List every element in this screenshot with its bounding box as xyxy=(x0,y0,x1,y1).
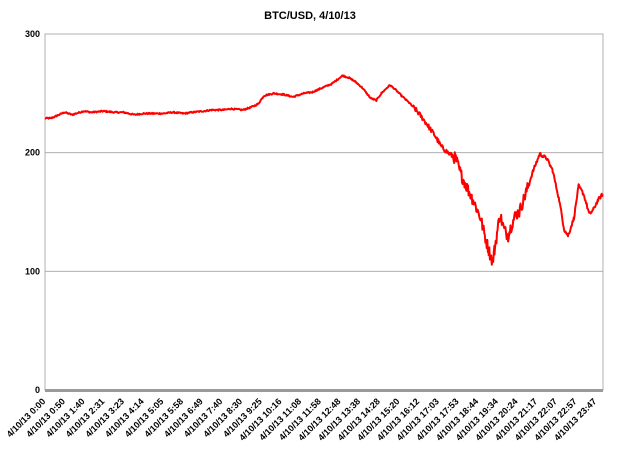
data-point-18 xyxy=(211,109,213,111)
data-point-59 xyxy=(503,229,505,231)
data-point-15 xyxy=(183,113,185,115)
data-point-25 xyxy=(273,92,275,94)
data-point-53 xyxy=(480,217,482,219)
y-tick-label-100: 100 xyxy=(25,266,40,276)
data-point-12 xyxy=(153,113,155,115)
data-point-31 xyxy=(331,83,333,85)
data-point-21 xyxy=(242,109,244,111)
chart-title: BTC/USD, 4/10/13 xyxy=(264,10,356,22)
data-point-63 xyxy=(518,211,520,213)
data-point-56 xyxy=(492,261,494,263)
data-point-16 xyxy=(191,111,193,113)
data-point-19 xyxy=(222,109,224,111)
data-point-23 xyxy=(257,103,259,105)
data-point-39 xyxy=(389,84,391,86)
y-axis: 0 100 200 300 xyxy=(25,29,40,395)
data-point-38 xyxy=(380,92,382,94)
data-point-57 xyxy=(494,249,496,251)
data-point-55 xyxy=(488,249,490,251)
data-point-1 xyxy=(50,117,52,119)
data-point-9 xyxy=(123,111,125,113)
data-point-30 xyxy=(322,86,324,88)
data-point-35 xyxy=(361,86,363,88)
data-point-11 xyxy=(142,113,144,115)
data-point-20 xyxy=(230,108,232,110)
data-point-54 xyxy=(484,235,486,237)
data-point-66 xyxy=(539,153,541,155)
data-point-50 xyxy=(460,173,462,175)
data-point-41 xyxy=(401,95,403,97)
data-point-3 xyxy=(63,111,65,113)
data-point-7 xyxy=(103,110,105,112)
data-point-33 xyxy=(348,77,350,79)
data-point-73 xyxy=(578,185,580,187)
data-point-64 xyxy=(525,193,527,195)
data-point-5 xyxy=(83,110,85,112)
data-point-13 xyxy=(162,113,164,115)
data-point-37 xyxy=(375,100,377,102)
data-point-26 xyxy=(283,94,285,96)
data-point-52 xyxy=(472,199,474,201)
data-point-60 xyxy=(507,235,509,237)
data-point-51 xyxy=(466,187,468,189)
data-point-36 xyxy=(370,97,372,99)
data-point-0 xyxy=(44,117,46,119)
y-tick-label-200: 200 xyxy=(25,148,40,158)
y-tick-label-300: 300 xyxy=(25,29,40,39)
data-point-62 xyxy=(515,213,517,215)
data-point-47 xyxy=(440,146,442,148)
data-point-69 xyxy=(558,199,560,201)
data-point-24 xyxy=(263,95,265,97)
data-point-76 xyxy=(592,209,594,211)
data-point-40 xyxy=(395,89,397,91)
data-point-75 xyxy=(588,213,590,215)
data-point-65 xyxy=(532,170,534,172)
data-point-27 xyxy=(292,96,294,98)
data-point-4 xyxy=(71,114,73,116)
data-point-48 xyxy=(447,152,449,154)
data-point-68 xyxy=(552,170,554,172)
data-point-46 xyxy=(433,134,435,136)
data-point-6 xyxy=(91,111,93,113)
data-point-61 xyxy=(511,223,513,225)
data-point-17 xyxy=(203,110,205,112)
data-point-70 xyxy=(563,229,565,231)
y-tick-label-0: 0 xyxy=(35,385,40,395)
data-point-67 xyxy=(546,158,548,160)
data-point-74 xyxy=(583,193,585,195)
data-point-45 xyxy=(428,126,430,128)
data-point-8 xyxy=(114,111,116,113)
data-point-78 xyxy=(602,193,604,195)
data-point-32 xyxy=(342,75,344,77)
data-point-14 xyxy=(172,111,174,113)
data-point-29 xyxy=(311,91,313,93)
data-point-43 xyxy=(416,110,418,112)
data-point-22 xyxy=(249,107,251,109)
data-point-58 xyxy=(499,213,501,215)
series-line-0 xyxy=(44,74,604,266)
data-point-2 xyxy=(56,115,58,117)
data-point-72 xyxy=(573,217,575,219)
data-point-71 xyxy=(567,235,569,237)
data-point-34 xyxy=(354,81,356,83)
data-point-42 xyxy=(408,102,410,104)
x-axis: 4/10/13 0:004/10/13 0:504/10/13 1:404/10… xyxy=(5,389,603,443)
data-point-10 xyxy=(133,114,135,116)
x-axis-line xyxy=(45,389,603,392)
data-point-77 xyxy=(597,199,599,201)
data-point-49 xyxy=(455,158,457,160)
series-layer xyxy=(44,74,604,266)
data-point-28 xyxy=(303,92,305,94)
data-point-44 xyxy=(421,116,423,118)
